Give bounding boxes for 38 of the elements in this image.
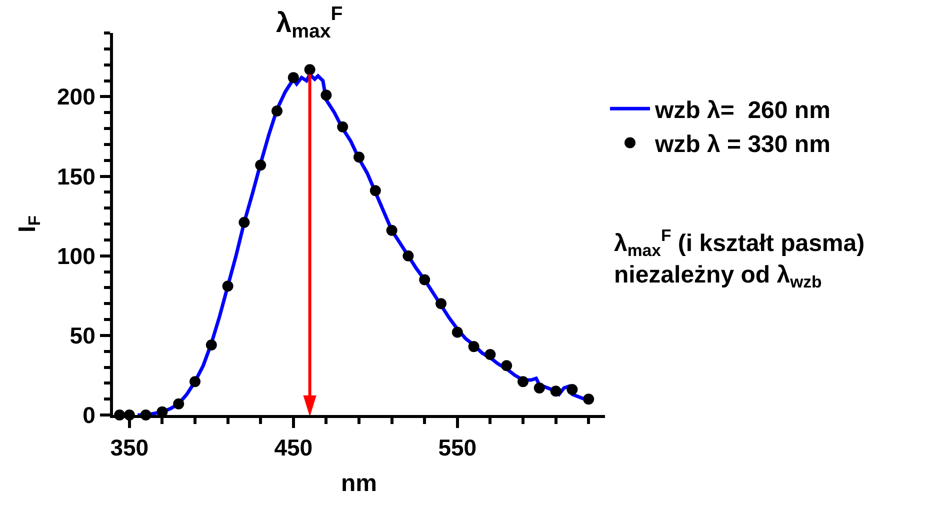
point xyxy=(436,298,446,310)
point xyxy=(468,341,480,352)
text: λ$_{max}$$^{F}$ (i kształt pasma) niezależny od λ$_{wzb}$ xyxy=(614,226,865,292)
point xyxy=(255,160,266,171)
x-tick-label: 550 xyxy=(438,434,477,461)
point xyxy=(452,326,463,338)
point xyxy=(518,376,528,388)
point xyxy=(288,72,299,84)
point xyxy=(550,386,562,397)
point xyxy=(534,382,545,394)
y-tick-label: 200 xyxy=(57,84,96,110)
point xyxy=(304,64,316,76)
point xyxy=(402,250,414,262)
x-tick-label: 450 xyxy=(274,434,313,461)
point xyxy=(501,360,512,372)
point xyxy=(337,121,348,132)
point xyxy=(190,376,200,388)
x-axis-title: nm xyxy=(341,470,377,497)
point xyxy=(272,105,282,116)
point xyxy=(173,398,184,410)
point xyxy=(354,152,364,163)
point xyxy=(370,185,381,196)
point xyxy=(484,349,496,360)
point xyxy=(386,224,398,236)
point xyxy=(238,216,250,228)
point xyxy=(419,274,430,286)
y-tick-label: 100 xyxy=(57,242,96,269)
y-tick-label: 150 xyxy=(57,163,96,190)
point xyxy=(320,90,332,101)
legend-label: wzb λ= 260 nm xyxy=(654,96,830,124)
y-tick-label: 50 xyxy=(70,322,96,348)
point xyxy=(583,394,594,405)
legend-label: wzb λ = 330 nm xyxy=(654,131,830,158)
x-tick-label: 350 xyxy=(110,434,149,461)
y-tick-label: 0 xyxy=(82,402,96,428)
point xyxy=(206,339,217,350)
point xyxy=(566,384,578,396)
point xyxy=(222,280,234,292)
